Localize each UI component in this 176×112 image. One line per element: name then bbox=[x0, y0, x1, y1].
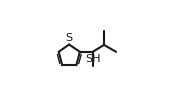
Text: SH: SH bbox=[86, 54, 101, 64]
Text: S: S bbox=[65, 33, 73, 43]
